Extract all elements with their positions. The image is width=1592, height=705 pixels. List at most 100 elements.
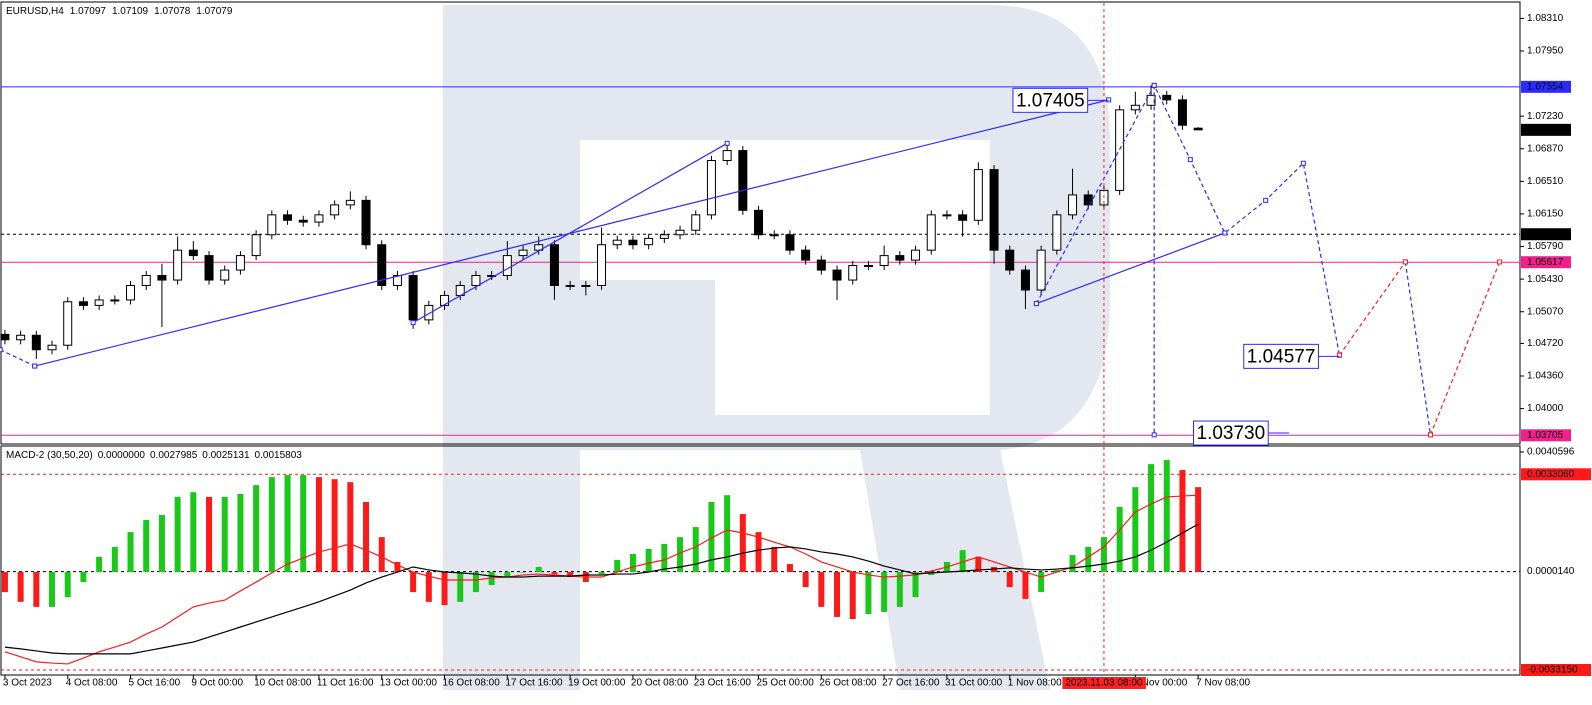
candle-body (691, 214, 701, 231)
crosshair-badge (1062, 677, 1146, 689)
indicator-value: 0.0025131 (202, 450, 250, 461)
annotation: 1.03730 (1193, 420, 1290, 446)
histogram-bar (394, 561, 401, 573)
candle-body (769, 234, 779, 237)
histogram-bar (598, 572, 605, 575)
trend-point (1151, 82, 1157, 88)
histogram-bar (174, 496, 181, 573)
histogram-bar (33, 572, 40, 607)
candle-body (173, 249, 183, 281)
y-tick-label: 1.06870 (1527, 143, 1564, 154)
x-tick-label: 23 Oct 16:00 (694, 678, 752, 689)
histogram-bar (441, 572, 448, 606)
histogram-bar (1148, 464, 1155, 573)
histogram-bar (645, 548, 652, 573)
candle-body (1177, 99, 1187, 126)
histogram-bar (849, 572, 856, 620)
trend-line (1338, 261, 1406, 356)
trend-point (1151, 432, 1157, 438)
candle-body (204, 255, 214, 281)
x-tick-label: 27 Oct 16:00 (882, 678, 940, 689)
x-tick-label: 17 Oct 16:00 (505, 678, 563, 689)
histogram-bar (724, 495, 731, 573)
candle-body (1193, 127, 1203, 131)
symbol: EURUSD,H4 (6, 6, 64, 17)
candle-body (801, 249, 811, 261)
histogram-bar (1085, 546, 1092, 573)
histogram-bar (755, 532, 762, 573)
histogram-bar (1006, 572, 1013, 588)
trend-point (1222, 230, 1228, 236)
candle-body (16, 334, 26, 341)
histogram-bar (802, 572, 809, 588)
trend-point (1033, 301, 1039, 307)
crosshair-label: 2023.11.03 08:00 (1062, 677, 1146, 689)
histogram-bar (975, 556, 982, 573)
trend-line (1404, 261, 1432, 435)
candle-body (251, 234, 261, 257)
candle-body (1083, 194, 1093, 206)
candle-body (471, 275, 481, 286)
histogram-bar (300, 475, 307, 573)
histogram-bar (111, 546, 118, 573)
trend-point (410, 320, 416, 326)
candle-body (1130, 104, 1140, 111)
candle-body (314, 214, 324, 223)
y-tick-label: 1.07950 (1527, 46, 1564, 57)
histogram-bar (771, 546, 778, 573)
level-label: 0.0033060 (1527, 469, 1575, 480)
candle-body (1052, 214, 1062, 251)
quote-open: 1.07097 (70, 6, 107, 17)
candle-body (565, 284, 575, 287)
indicator-title: MACD-2 (30,50,20) 0.0000000 0.0027985 0.002… (6, 450, 302, 461)
histogram-bar (127, 532, 134, 573)
level-label: -0.0033150 (1527, 665, 1578, 676)
histogram-bar (661, 543, 668, 573)
level-label: 1.07554 (1527, 81, 1564, 92)
candle-body (63, 301, 73, 346)
level-label: 1.05617 (1527, 257, 1564, 268)
histogram-bar (1038, 572, 1045, 593)
histogram-bar (959, 550, 966, 573)
level-badge (1521, 256, 1571, 269)
histogram-bar (912, 572, 919, 598)
histogram-bar (1132, 487, 1139, 573)
histogram-bar (567, 572, 574, 578)
candle-body (502, 255, 512, 277)
candle-body (942, 214, 952, 217)
y-tick-label: 1.06150 (1527, 209, 1564, 220)
histogram-bar (158, 514, 165, 573)
x-tick-label: 3 Oct 2023 (3, 678, 52, 689)
x-tick-label: 16 Oct 08:00 (443, 678, 501, 689)
candle-body (31, 334, 41, 351)
histogram-bar (786, 564, 793, 573)
trend-point (724, 140, 730, 146)
candle-body (989, 169, 999, 251)
candle-body (424, 304, 434, 321)
trend-point (0, 347, 3, 353)
candle-body (110, 299, 120, 302)
candle-body (220, 269, 230, 281)
candle-body (549, 244, 559, 286)
histogram-bar (268, 477, 275, 573)
macd-pane (0, 445, 1521, 676)
trend-point (1187, 157, 1193, 163)
candle-body (0, 333, 10, 341)
histogram-bar (331, 479, 338, 573)
y-tick-label: 1.05790 (1527, 241, 1564, 252)
histogram-bar (551, 572, 558, 575)
histogram-bar (17, 572, 24, 602)
histogram-bar (347, 482, 354, 573)
candle-body (408, 275, 418, 321)
candle-body (157, 275, 167, 281)
histogram-bar (535, 566, 542, 573)
y-tick-label: 1.04000 (1527, 403, 1564, 414)
candle-body (78, 301, 88, 306)
histogram-bar (1116, 506, 1123, 573)
annotation: 1.04577 (1243, 343, 1340, 369)
candle-body (1115, 109, 1125, 191)
candle-body (534, 244, 544, 251)
trend-point (1336, 352, 1342, 358)
y-tick-label: 1.04360 (1527, 371, 1564, 382)
candle-body (973, 169, 983, 221)
